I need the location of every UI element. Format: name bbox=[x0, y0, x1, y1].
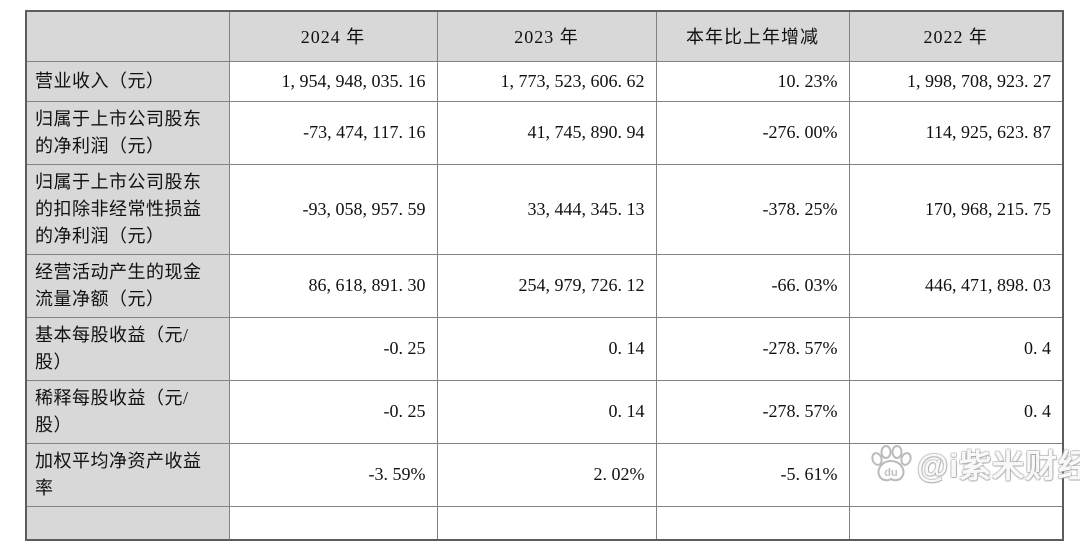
cell-2024: 1, 954, 948, 035. 16 bbox=[228, 60, 438, 102]
cell-2022: 0. 4 bbox=[848, 316, 1064, 381]
table-row-basic-eps: 基本每股收益（元/ 股） -0. 25 0. 14 -278. 57% 0. 4 bbox=[25, 316, 1064, 381]
row-label: 营业收入（元） bbox=[25, 60, 230, 102]
financial-summary-table: 2024 年 2023 年 本年比上年增减 2022 年 营业收入（元） 1, … bbox=[25, 10, 1064, 541]
header-cell-year-2024: 2024 年 bbox=[228, 10, 438, 62]
table-row-weighted-avg-roe: 加权平均净资产收益 率 -3. 59% 2. 02% -5. 61% bbox=[25, 442, 1064, 507]
cell-2022-obscured bbox=[848, 442, 1064, 507]
cell-yoy: 10. 23% bbox=[655, 60, 850, 102]
cell-2024: -93, 058, 957. 59 bbox=[228, 163, 438, 255]
header-cell-yoy-change: 本年比上年增减 bbox=[655, 10, 850, 62]
cell-yoy: -66. 03% bbox=[655, 253, 850, 318]
table-row-net-profit-excl-nonrecurring: 归属于上市公司股东 的扣除非经常性损益 的净利润（元） -93, 058, 95… bbox=[25, 163, 1064, 255]
cell-2024: -3. 59% bbox=[228, 442, 438, 507]
row-label: 加权平均净资产收益 率 bbox=[25, 442, 230, 507]
table-row-cutoff bbox=[25, 505, 1064, 541]
cell-2024: 86, 618, 891. 30 bbox=[228, 253, 438, 318]
table-row-operating-revenue: 营业收入（元） 1, 954, 948, 035. 16 1, 773, 523… bbox=[25, 60, 1064, 102]
cell-2023: 1, 773, 523, 606. 62 bbox=[436, 60, 657, 102]
header-cell-year-2022: 2022 年 bbox=[848, 10, 1064, 62]
cell-2023: 254, 979, 726. 12 bbox=[436, 253, 657, 318]
cell-yoy: -378. 25% bbox=[655, 163, 850, 255]
cell-yoy: -5. 61% bbox=[655, 442, 850, 507]
cell-2024: -0. 25 bbox=[228, 379, 438, 444]
cell-yoy: -278. 57% bbox=[655, 379, 850, 444]
cell-2022: 446, 471, 898. 03 bbox=[848, 253, 1064, 318]
cell-2022 bbox=[848, 505, 1064, 541]
header-cell-empty bbox=[25, 10, 230, 62]
cell-yoy: -276. 00% bbox=[655, 100, 850, 165]
cell-yoy bbox=[655, 505, 850, 541]
cell-2022: 170, 968, 215. 75 bbox=[848, 163, 1064, 255]
cell-2023: 41, 745, 890. 94 bbox=[436, 100, 657, 165]
cell-2023: 0. 14 bbox=[436, 379, 657, 444]
row-label: 经营活动产生的现金 流量净额（元） bbox=[25, 253, 230, 318]
cell-2023: 33, 444, 345. 13 bbox=[436, 163, 657, 255]
cell-2023: 2. 02% bbox=[436, 442, 657, 507]
cell-2024: -73, 474, 117. 16 bbox=[228, 100, 438, 165]
row-label bbox=[25, 505, 230, 541]
row-label: 基本每股收益（元/ 股） bbox=[25, 316, 230, 381]
cell-2023 bbox=[436, 505, 657, 541]
row-label: 稀释每股收益（元/ 股） bbox=[25, 379, 230, 444]
cell-2022: 114, 925, 623. 87 bbox=[848, 100, 1064, 165]
cell-2022: 0. 4 bbox=[848, 379, 1064, 444]
header-cell-year-2023: 2023 年 bbox=[436, 10, 657, 62]
cell-2023: 0. 14 bbox=[436, 316, 657, 381]
cell-2022: 1, 998, 708, 923. 27 bbox=[848, 60, 1064, 102]
row-label: 归属于上市公司股东 的净利润（元） bbox=[25, 100, 230, 165]
cell-2024 bbox=[228, 505, 438, 541]
cell-yoy: -278. 57% bbox=[655, 316, 850, 381]
table-row-operating-cash-flow: 经营活动产生的现金 流量净额（元） 86, 618, 891. 30 254, … bbox=[25, 253, 1064, 318]
table-header-row: 2024 年 2023 年 本年比上年增减 2022 年 bbox=[25, 10, 1064, 62]
cell-2024: -0. 25 bbox=[228, 316, 438, 381]
row-label: 归属于上市公司股东 的扣除非经常性损益 的净利润（元） bbox=[25, 163, 230, 255]
table-row-net-profit: 归属于上市公司股东 的净利润（元） -73, 474, 117. 16 41, … bbox=[25, 100, 1064, 165]
table-row-diluted-eps: 稀释每股收益（元/ 股） -0. 25 0. 14 -278. 57% 0. 4 bbox=[25, 379, 1064, 444]
